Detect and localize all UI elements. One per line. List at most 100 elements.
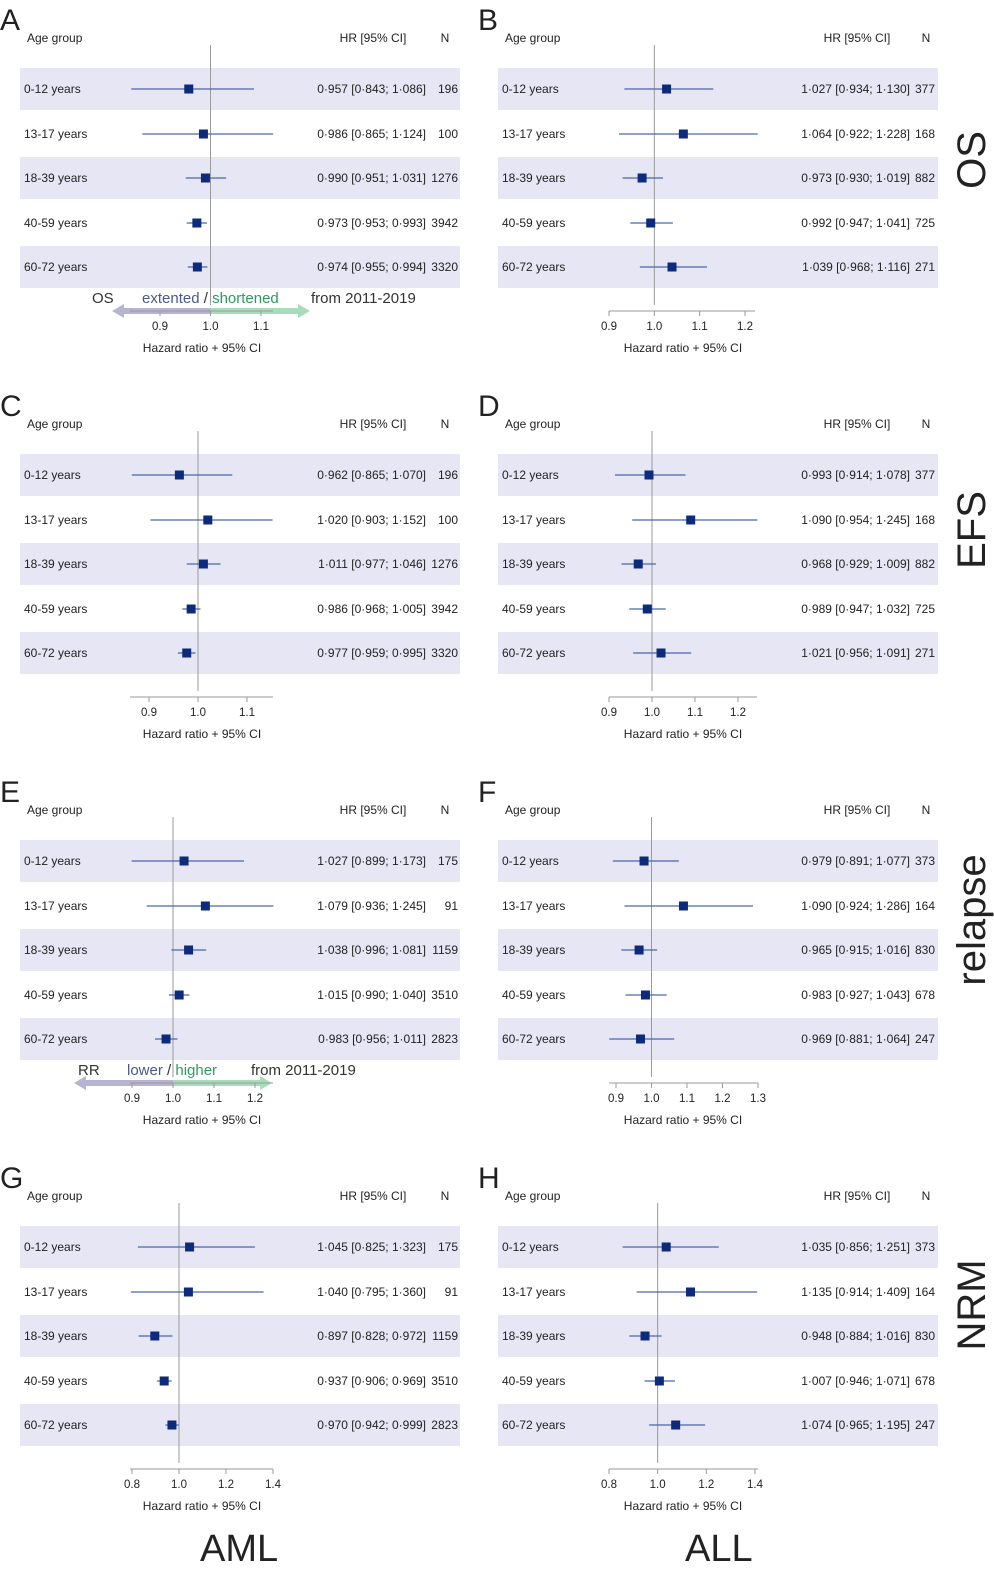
hr-point-marker bbox=[644, 470, 654, 480]
hr-point-marker bbox=[633, 559, 643, 569]
n-value: 678 bbox=[915, 1374, 935, 1388]
hr-ci-value: 0·962 [0·865; 1·070] bbox=[317, 468, 426, 482]
hr-point-marker bbox=[186, 604, 196, 614]
hr-point-marker bbox=[637, 173, 647, 183]
header-age-group: Age group bbox=[27, 1189, 83, 1203]
hr-ci-value: 1·064 [0·922; 1·228] bbox=[801, 127, 910, 141]
column-label-all: ALL bbox=[685, 1528, 753, 1570]
row-label: 13-17 years bbox=[502, 127, 565, 141]
row-band bbox=[498, 68, 938, 110]
annotation-direction: lower / higher bbox=[127, 1062, 217, 1079]
hr-ci-value: 0·965 [0·915; 1·016] bbox=[801, 943, 910, 957]
row-label: 18-39 years bbox=[24, 171, 87, 185]
x-tick-label: 1.1 bbox=[679, 1093, 695, 1105]
hr-point-marker bbox=[159, 1376, 169, 1386]
header-n: N bbox=[441, 31, 450, 45]
panel-letter-d: D bbox=[478, 390, 500, 423]
x-axis-title: Hazard ratio + 95% CI bbox=[143, 727, 261, 741]
row-label: 0-12 years bbox=[24, 854, 81, 868]
n-value: 882 bbox=[915, 171, 935, 185]
hr-ci-value: 1·135 [0·914; 1·409] bbox=[801, 1285, 910, 1299]
n-value: 830 bbox=[915, 1329, 935, 1343]
row-label: 18-39 years bbox=[502, 171, 565, 185]
row-label: 13-17 years bbox=[24, 1285, 87, 1299]
outcome-label-nrm: NRM bbox=[950, 1259, 994, 1351]
row-band bbox=[498, 157, 938, 199]
hr-point-marker bbox=[635, 1034, 645, 1044]
hr-point-marker bbox=[671, 1420, 681, 1430]
x-tick-label: 0.9 bbox=[601, 707, 617, 719]
n-value: 271 bbox=[915, 646, 935, 660]
row-label: 60-72 years bbox=[24, 1418, 87, 1432]
annotation-suffix: from 2011-2019 bbox=[251, 1062, 356, 1079]
x-tick-label: 1.2 bbox=[715, 1093, 731, 1105]
panel-b: B Age group HR [95% CI] N 0-12 years 1·027 [0… bbox=[478, 4, 938, 355]
n-value: 196 bbox=[438, 82, 458, 96]
header-n: N bbox=[922, 1189, 931, 1203]
x-tick-label: 1.0 bbox=[171, 1479, 187, 1491]
x-tick-label: 1.1 bbox=[692, 321, 708, 333]
hr-ci-value: 0·969 [0·881; 1·064] bbox=[801, 1032, 910, 1046]
row-label: 18-39 years bbox=[502, 943, 565, 957]
hr-ci-value: 1·038 [0·996; 1·081] bbox=[317, 943, 426, 957]
hr-point-marker bbox=[678, 129, 688, 139]
n-value: 3320 bbox=[431, 260, 458, 274]
n-value: 247 bbox=[915, 1418, 935, 1432]
annotation-prefix: OS bbox=[92, 290, 114, 307]
hr-point-marker bbox=[642, 604, 652, 614]
header-hr-ci: HR [95% CI] bbox=[824, 1189, 891, 1203]
hr-ci-value: 0·993 [0·914; 1·078] bbox=[801, 468, 910, 482]
header-n: N bbox=[922, 417, 931, 431]
header-n: N bbox=[922, 803, 931, 817]
row-band bbox=[20, 246, 460, 288]
hr-ci-value: 0·970 [0·942; 0·999] bbox=[317, 1418, 426, 1432]
hr-point-marker bbox=[184, 945, 194, 955]
x-tick-label: 1.3 bbox=[750, 1093, 766, 1105]
n-value: 91 bbox=[445, 899, 459, 913]
hr-ci-value: 1·020 [0·903; 1·152] bbox=[317, 513, 426, 527]
panel-letter-g: G bbox=[0, 1162, 23, 1195]
hr-ci-value: 0·989 [0·947; 1·032] bbox=[801, 602, 910, 616]
annotation-direction: extented / shortened bbox=[142, 290, 279, 307]
hr-ci-value: 0·986 [0·865; 1·124] bbox=[317, 127, 426, 141]
hr-point-marker bbox=[183, 1287, 193, 1297]
n-value: 2823 bbox=[431, 1418, 458, 1432]
hr-ci-value: 1·015 [0·990; 1·040] bbox=[317, 988, 426, 1002]
hr-point-marker bbox=[200, 901, 210, 911]
n-value: 1276 bbox=[431, 557, 458, 571]
n-value: 725 bbox=[915, 602, 935, 616]
hr-point-marker bbox=[200, 173, 210, 183]
hr-ci-value: 0·986 [0·968; 1·005] bbox=[317, 602, 426, 616]
hr-point-marker bbox=[661, 1242, 671, 1252]
x-tick-label: 1.2 bbox=[737, 321, 753, 333]
hr-point-marker bbox=[192, 262, 202, 272]
x-tick-label: 0.9 bbox=[608, 1093, 624, 1105]
n-value: 175 bbox=[438, 1240, 458, 1254]
n-value: 247 bbox=[915, 1032, 935, 1046]
panel-f: F Age group HR [95% CI] N 0-12 years 0·979 [0… bbox=[478, 776, 938, 1127]
hr-point-marker bbox=[174, 470, 184, 480]
x-tick-label: 1.2 bbox=[698, 1479, 714, 1491]
x-axis-title: Hazard ratio + 95% CI bbox=[143, 341, 261, 355]
hr-point-marker bbox=[640, 990, 650, 1000]
row-label: 13-17 years bbox=[24, 127, 87, 141]
row-band bbox=[498, 632, 938, 674]
row-label: 60-72 years bbox=[502, 260, 565, 274]
n-value: 830 bbox=[915, 943, 935, 957]
hr-point-marker bbox=[182, 648, 192, 658]
hr-point-marker bbox=[150, 1331, 160, 1341]
row-band bbox=[498, 1018, 938, 1060]
x-axis-title: Hazard ratio + 95% CI bbox=[143, 1499, 261, 1513]
x-axis-title: Hazard ratio + 95% CI bbox=[624, 1113, 742, 1127]
hr-ci-value: 1·074 [0·965; 1·195] bbox=[801, 1418, 910, 1432]
row-band bbox=[20, 157, 460, 199]
n-value: 377 bbox=[915, 82, 935, 96]
header-n: N bbox=[441, 1189, 450, 1203]
x-tick-label: 1.2 bbox=[218, 1479, 234, 1491]
hr-ci-value: 1·040 [0·795; 1·360] bbox=[317, 1285, 426, 1299]
x-tick-label: 0.9 bbox=[601, 321, 617, 333]
row-band bbox=[20, 1018, 460, 1060]
row-label: 40-59 years bbox=[502, 216, 565, 230]
x-tick-label: 1.0 bbox=[203, 321, 219, 333]
hr-point-marker bbox=[662, 84, 672, 94]
